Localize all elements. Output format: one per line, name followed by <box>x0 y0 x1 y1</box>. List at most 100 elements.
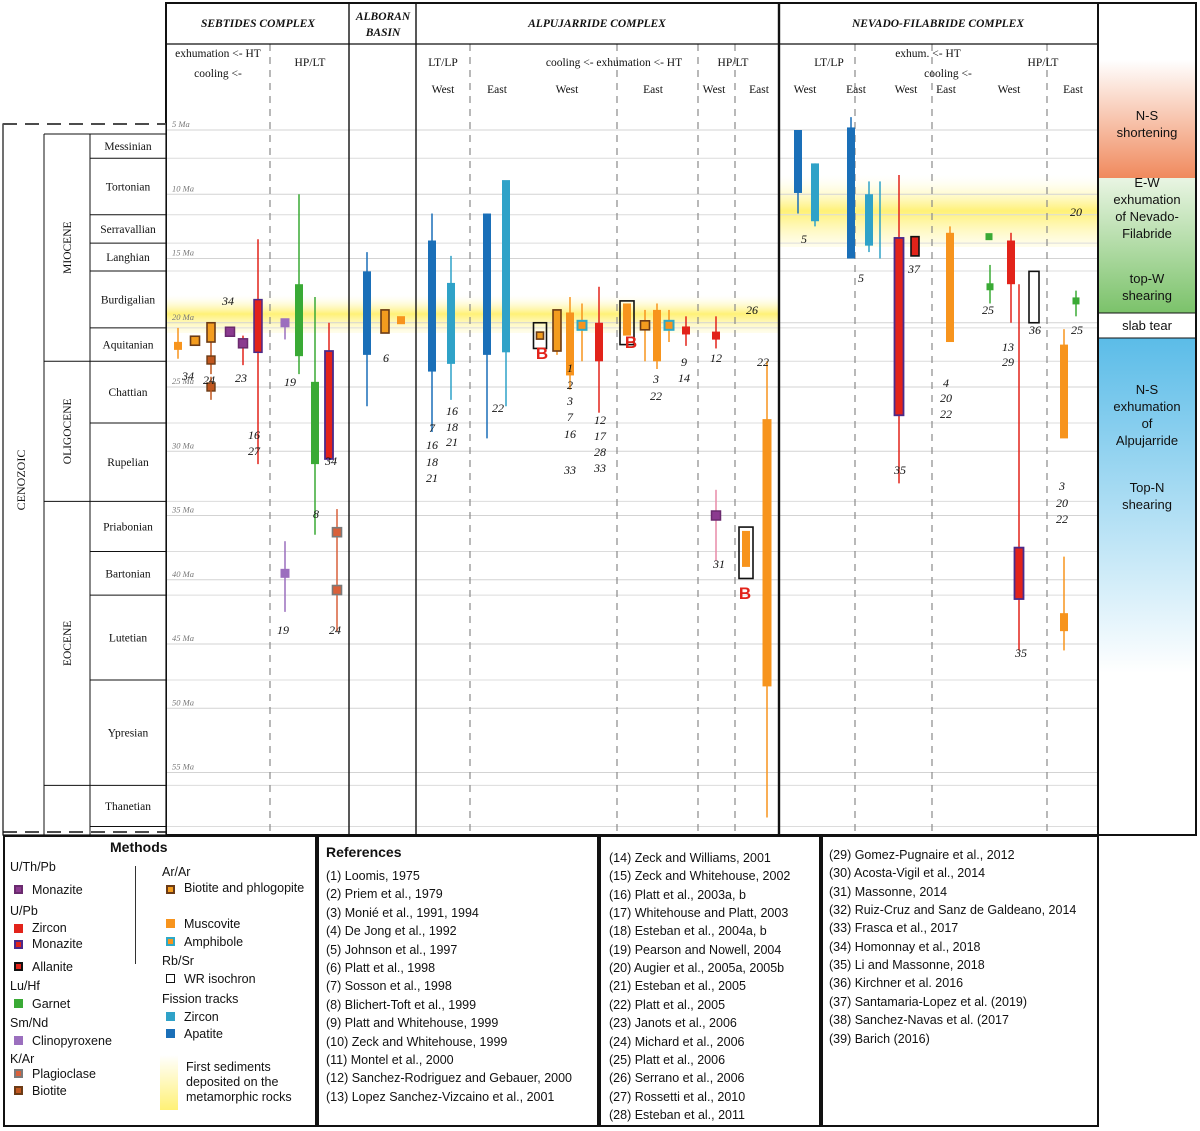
muscovite-mark <box>1060 613 1068 632</box>
monazite-uthpb-swatch <box>14 885 23 894</box>
sub-header: LT/LP <box>814 57 844 69</box>
reference-item: (17) Whitehouse and Platt, 2003 <box>609 906 789 921</box>
garnet-mark <box>295 284 303 357</box>
direction-label: East <box>643 84 664 96</box>
legend-item: Apatite <box>184 1027 223 1041</box>
ma-tick-label: 55 Ma <box>172 762 194 772</box>
ref-number-label: 23 <box>235 371 247 385</box>
event-bg-shortening <box>1099 60 1196 178</box>
ref-number-label: 13 <box>1002 340 1014 354</box>
ref-number-label: 24 <box>203 373 215 387</box>
event-bg-exhumation-alp <box>1099 338 1196 673</box>
reference-item: (11) Montel et al., 2000 <box>326 1053 454 1067</box>
ref-number-label: 16 <box>426 438 438 452</box>
amphibole-mark <box>663 319 675 331</box>
direction-label: West <box>998 84 1022 96</box>
garnet-mark <box>311 381 319 465</box>
muscovite-mark <box>174 341 182 350</box>
reference-item: (36) Kirchner et al. 2016 <box>829 976 964 991</box>
ma-tick-label: 25 Ma <box>172 376 194 386</box>
ref-number-label: 9 <box>681 355 687 369</box>
ref-number-label: 20 <box>1070 205 1082 219</box>
ref-number-label: 5 <box>858 271 864 285</box>
event-bg-exhumation-nf <box>1099 178 1196 313</box>
direction-label: East <box>749 84 770 96</box>
legend-item: Biotite and phlogopite <box>184 881 305 895</box>
ref-number-label: 35 <box>1014 646 1027 660</box>
biotite-arar-mark <box>535 331 545 340</box>
apatite-ft-swatch <box>166 1029 175 1038</box>
stage-label: Aquitanian <box>102 340 153 352</box>
ref-number-label: 19 <box>284 375 296 389</box>
event-label: shearing <box>1122 497 1172 512</box>
reference-item: (26) Serrano et al., 2006 <box>609 1071 745 1086</box>
ref-number-label: 18 <box>446 420 458 434</box>
zircon-ft-mark <box>811 163 819 222</box>
direction-label: East <box>487 84 508 96</box>
event-label: Alpujarride <box>1116 433 1178 448</box>
clinopyroxene-swatch <box>14 1036 23 1045</box>
sub-header: LT/LP <box>428 57 458 69</box>
amphibole-swatch <box>166 937 175 946</box>
ref-number-label: 12 <box>710 351 722 365</box>
legend-item: Zircon <box>32 921 67 935</box>
stage-label: Chattian <box>109 387 148 399</box>
sub-header: cooling <- <box>924 68 972 80</box>
ref-number-label: 16 <box>248 428 260 442</box>
legend-group-head: Lu/Hf <box>10 979 40 993</box>
reference-item: (21) Esteban et al., 2005 <box>609 979 746 994</box>
sub-header: HP/LT <box>718 57 749 69</box>
event-label: exhumation <box>1113 192 1180 207</box>
zircon-upb-mark <box>253 298 263 354</box>
sub-header: cooling <- <box>194 68 242 80</box>
clinopyroxene-mark <box>280 568 290 578</box>
zircon-ft-mark <box>502 180 510 353</box>
monazite-upb-swatch <box>14 940 23 949</box>
ref-number-label: 5 <box>801 232 807 246</box>
ma-tick-label: 15 Ma <box>172 248 194 258</box>
biotite-arar-mark <box>380 309 390 334</box>
biotite-arar-mark <box>552 309 562 352</box>
ref-number-label: 33 <box>593 461 606 475</box>
direction-label: East <box>936 84 957 96</box>
reference-item: (34) Homonnay et al., 2018 <box>829 939 981 954</box>
reference-item: (31) Massonne, 2014 <box>829 884 948 899</box>
apatite-ft-mark <box>363 271 371 355</box>
wr-isochron-swatch <box>166 974 175 983</box>
rbsr-box <box>532 321 548 350</box>
legend-group-head: Fission tracks <box>162 992 239 1006</box>
biotite-arar-mark <box>189 335 201 347</box>
monazite-uthpb-mark <box>224 326 236 337</box>
references-panel-2 <box>599 835 821 1127</box>
muscovite-mark <box>1060 344 1068 439</box>
reference-item: (37) Santamaria-Lopez et al. (2019) <box>829 994 1028 1009</box>
legend-group-head: Rb/Sr <box>162 954 194 968</box>
ref-number-label: 4 <box>943 376 949 390</box>
zircon-ft-mark <box>865 194 873 246</box>
reference-item: (18) Esteban et al., 2004a, b <box>609 924 767 939</box>
muscovite-mark <box>762 419 772 687</box>
event-label: E-W <box>1134 175 1160 190</box>
ma-tick-label: 5 Ma <box>172 119 190 129</box>
sediment-note: First sediments deposited on the metamor… <box>186 1060 292 1104</box>
reference-item: (6) Platt et al., 1998 <box>326 961 436 975</box>
ma-tick-label: 30 Ma <box>171 440 194 450</box>
event-label: of Nevado- <box>1115 209 1179 224</box>
monazite-uthpb-mark <box>710 510 722 521</box>
event-label: N-S <box>1136 382 1159 397</box>
clinopyroxene-mark <box>280 318 290 328</box>
reference-item: (4) De Jong et al., 1992 <box>326 924 457 939</box>
ref-number-label: 34 <box>181 369 194 383</box>
sub-header: HP/LT <box>295 57 326 69</box>
legend-item: Monazite <box>32 937 83 951</box>
reference-item: (13) Lopez Sanchez-Vizcaino et al., 2001 <box>326 1089 555 1104</box>
ref-number-label: 29 <box>1002 355 1014 369</box>
strat-column <box>2 123 167 836</box>
legend-title: Methods <box>110 839 168 855</box>
stage-label: Burdigalian <box>101 294 156 306</box>
event-label: Top-N <box>1130 480 1165 495</box>
zircon-ft-swatch <box>166 1012 175 1021</box>
direction-label: West <box>556 84 580 96</box>
direction-label: West <box>703 84 727 96</box>
complex-title: BASIN <box>365 27 401 39</box>
